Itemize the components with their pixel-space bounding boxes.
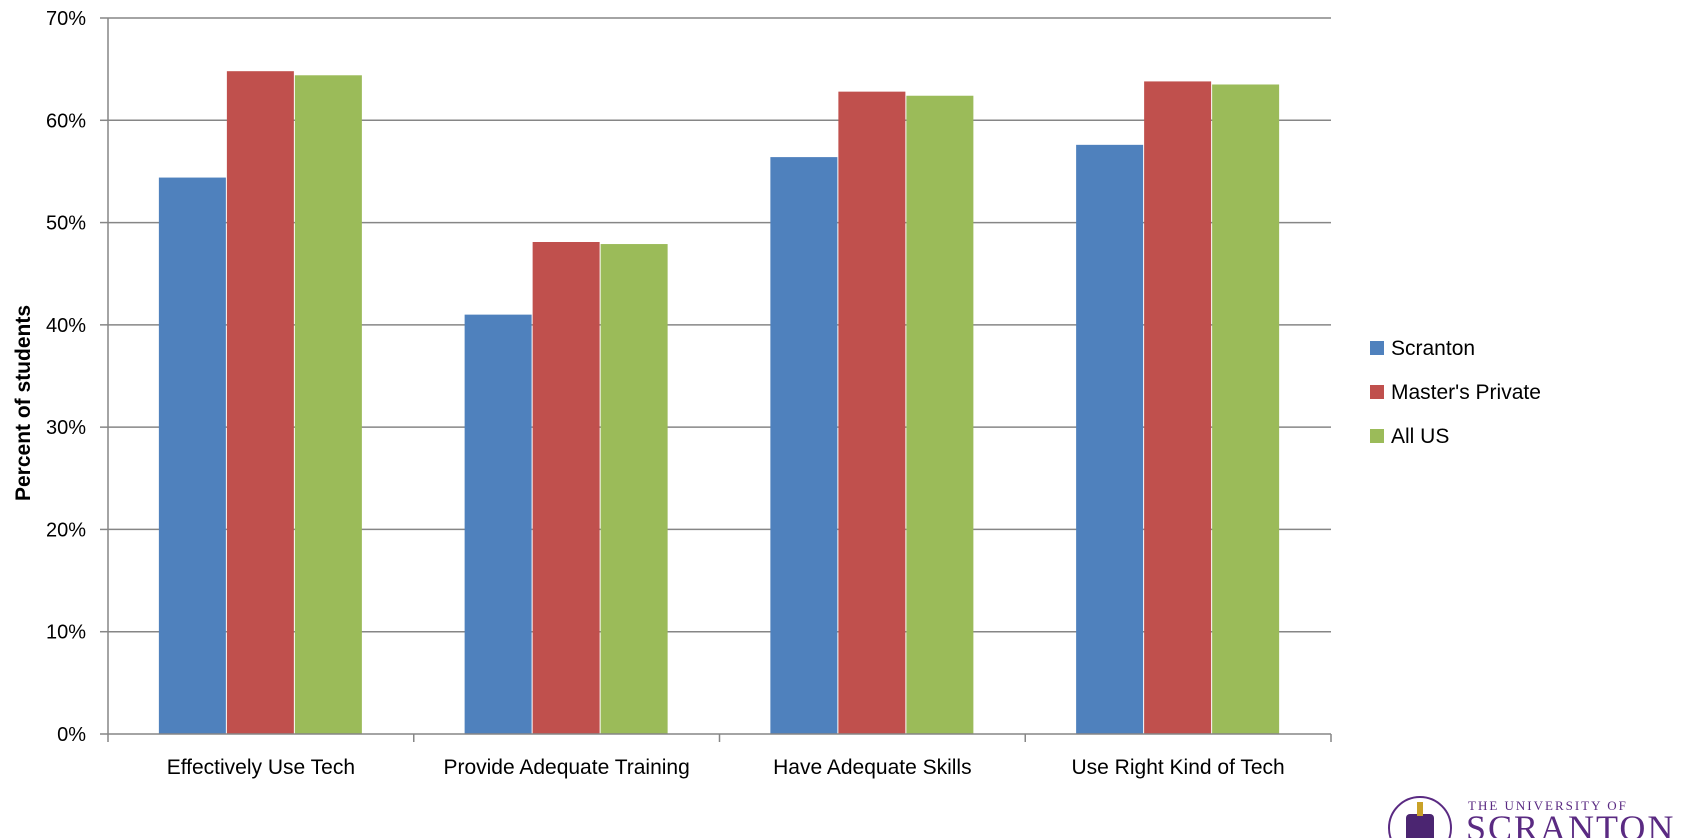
legend-label: All US bbox=[1391, 425, 1449, 448]
y-tick-label: 30% bbox=[46, 417, 86, 439]
x-tick-label: Have Adequate Skills bbox=[773, 756, 971, 779]
x-tick-labels: Effectively Use Tech Provide Adequate Tra… bbox=[167, 756, 1285, 779]
legend: Scranton Master's Private All US bbox=[1370, 337, 1541, 448]
bar bbox=[532, 242, 600, 734]
seal-shield bbox=[1406, 814, 1434, 838]
bar bbox=[226, 71, 294, 734]
bar bbox=[906, 95, 974, 735]
y-axis-label: Percent of students bbox=[12, 305, 35, 501]
y-tick-label: 20% bbox=[46, 519, 86, 541]
y-tick-label: 70% bbox=[46, 8, 86, 30]
y-tick-label: 40% bbox=[46, 315, 86, 337]
legend-label: Scranton bbox=[1391, 337, 1475, 360]
bar bbox=[294, 75, 362, 734]
bar bbox=[770, 157, 838, 734]
logo-line-1: THE UNIVERSITY OF bbox=[1468, 798, 1628, 813]
y-tick-label: 50% bbox=[46, 213, 86, 235]
x-tick-label: Effectively Use Tech bbox=[167, 756, 355, 779]
y-tick-label: 0% bbox=[57, 724, 86, 746]
legend-swatch bbox=[1370, 429, 1384, 443]
y-tick-label: 10% bbox=[46, 622, 86, 644]
bar bbox=[838, 91, 906, 735]
bar bbox=[600, 244, 668, 734]
logo-line-2: SCRANTON bbox=[1466, 808, 1676, 838]
bars bbox=[158, 71, 1280, 735]
legend-label: Master's Private bbox=[1391, 381, 1541, 404]
cross-icon bbox=[1417, 802, 1423, 816]
x-tick-label: Use Right Kind of Tech bbox=[1072, 756, 1285, 779]
seal-icon bbox=[1388, 796, 1452, 838]
y-tick-labels: 0% 10% 20% 30% 40% 50% 60% 70% bbox=[46, 8, 86, 746]
y-tick-label: 60% bbox=[46, 110, 86, 132]
legend-swatch bbox=[1370, 385, 1384, 399]
legend-swatch bbox=[1370, 341, 1384, 355]
bar bbox=[1144, 81, 1212, 735]
bar bbox=[1076, 144, 1144, 734]
bar bbox=[158, 177, 226, 734]
x-tick-label: Provide Adequate Training bbox=[443, 756, 689, 779]
bar bbox=[464, 314, 532, 734]
axes bbox=[100, 17, 1332, 742]
bar bbox=[1212, 84, 1280, 734]
university-logo: THE UNIVERSITY OF SCRANTON bbox=[1388, 792, 1688, 838]
